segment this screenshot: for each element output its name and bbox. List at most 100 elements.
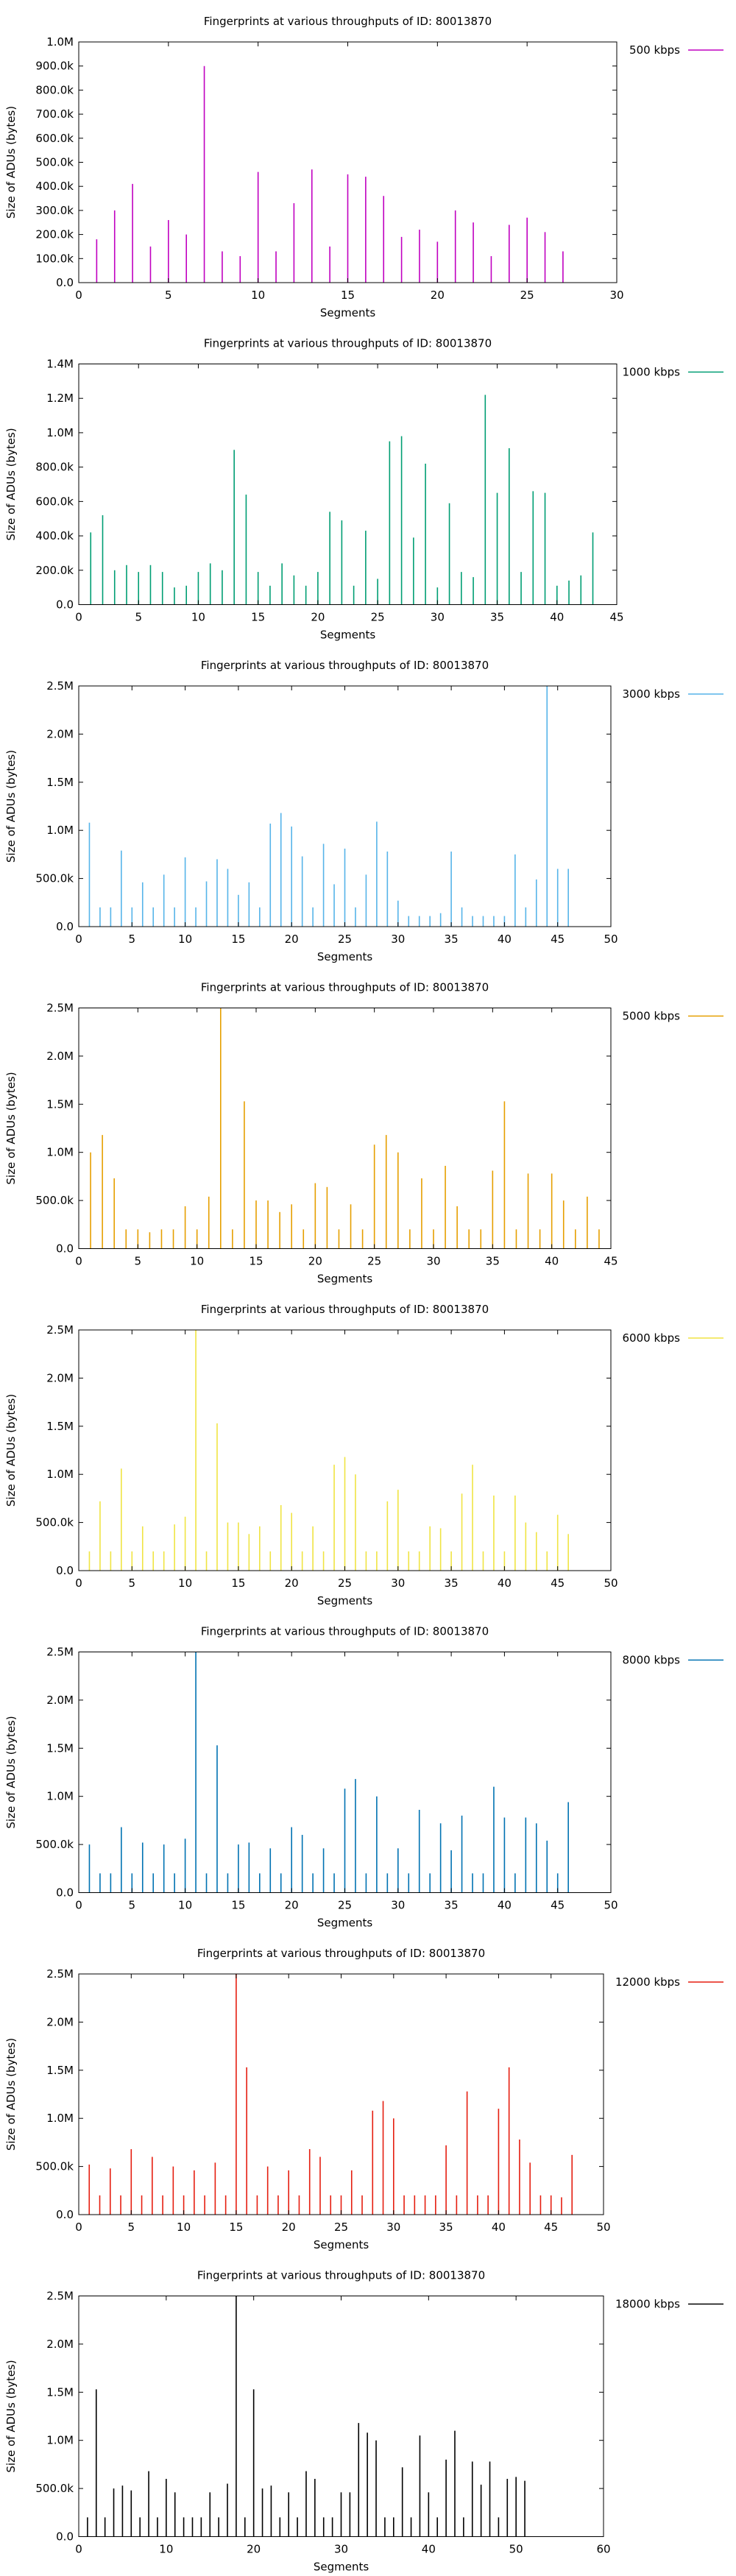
x-tick-label-8: 40 (498, 1577, 512, 1590)
legend-label: 3000 kbps (623, 687, 681, 701)
x-tick-label-7: 35 (445, 933, 459, 946)
x-tick-label-0: 0 (75, 1577, 82, 1590)
x-tick-label-0: 0 (75, 2221, 82, 2234)
y-tick-label-0: 0.0 (56, 276, 74, 289)
x-tick-label-8: 40 (492, 2221, 506, 2234)
chart-5: Fingerprints at various throughputs of I… (4, 1625, 723, 1930)
y-tick-label-4: 2.0M (46, 1694, 74, 1707)
x-tick-label-5: 25 (338, 1577, 352, 1590)
x-tick-label-5: 25 (371, 611, 385, 624)
y-tick-label-1: 200.0k (35, 564, 74, 577)
x-tick-label-6: 30 (426, 1255, 440, 1268)
chart-title: Fingerprints at various throughputs of I… (201, 1625, 489, 1638)
x-tick-label-4: 20 (431, 289, 445, 302)
y-tick-label-1: 100.0k (35, 252, 74, 265)
x-tick-label-8: 40 (545, 1255, 559, 1268)
y-axis-label: Size of ADUs (bytes) (4, 1394, 18, 1507)
legend-label: 1000 kbps (623, 366, 681, 379)
y-tick-label-3: 1.5M (46, 2064, 74, 2077)
x-tick-label-10: 50 (596, 2221, 610, 2234)
x-tick-label-4: 20 (285, 933, 299, 946)
chart-title: Fingerprints at various throughputs of I… (197, 1947, 485, 1960)
x-tick-label-1: 5 (165, 289, 172, 302)
x-tick-label-4: 20 (311, 611, 325, 624)
y-tick-label-9: 900.0k (35, 60, 74, 73)
x-tick-label-0: 0 (75, 611, 82, 624)
x-tick-label-8: 40 (498, 1899, 512, 1912)
x-tick-label-2: 10 (251, 289, 265, 302)
legend-label: 8000 kbps (623, 1654, 681, 1667)
x-tick-label-9: 45 (604, 1255, 618, 1268)
x-tick-label-0: 0 (75, 933, 82, 946)
y-tick-label-4: 400.0k (35, 180, 74, 193)
y-tick-label-10: 1.0M (46, 35, 74, 49)
y-tick-label-0: 0.0 (56, 2530, 74, 2544)
y-tick-label-3: 1.5M (46, 776, 74, 789)
chart-title: Fingerprints at various throughputs of I… (201, 659, 489, 672)
x-tick-label-4: 20 (285, 1899, 299, 1912)
x-axis-label: Segments (317, 1273, 373, 1286)
x-tick-label-9: 45 (544, 2221, 558, 2234)
y-axis-label: Size of ADUs (bytes) (4, 2038, 18, 2151)
y-tick-label-5: 2.5M (46, 2290, 74, 2303)
y-axis-label: Size of ADUs (bytes) (4, 1072, 18, 1184)
plot-frame (78, 364, 618, 605)
y-tick-label-5: 500.0k (35, 156, 74, 169)
y-tick-label-5: 2.5M (46, 1002, 74, 1015)
x-tick-label-3: 15 (341, 289, 355, 302)
x-tick-label-6: 30 (391, 1899, 405, 1912)
y-axis-label: Size of ADUs (bytes) (4, 428, 18, 540)
x-tick-label-3: 15 (231, 933, 245, 946)
x-tick-label-1: 5 (129, 1899, 136, 1912)
legend-label: 500 kbps (629, 43, 680, 57)
x-tick-label-7: 35 (486, 1255, 500, 1268)
legend-label: 12000 kbps (615, 1975, 680, 1989)
y-tick-label-3: 1.5M (46, 1420, 74, 1433)
y-tick-label-0: 0.0 (56, 598, 74, 612)
legend-label: 18000 kbps (615, 2298, 680, 2311)
x-tick-label-5: 25 (338, 933, 352, 946)
x-tick-label-3: 15 (231, 1577, 245, 1590)
x-tick-label-7: 35 (445, 1577, 459, 1590)
legend-label: 5000 kbps (623, 1010, 681, 1023)
chart-title: Fingerprints at various throughputs of I… (197, 2269, 485, 2282)
y-tick-label-6: 600.0k (35, 132, 74, 145)
x-tick-label-3: 15 (251, 611, 265, 624)
y-tick-label-2: 400.0k (35, 529, 74, 542)
y-tick-label-1: 500.0k (35, 1516, 74, 1529)
x-tick-label-4: 40 (422, 2543, 436, 2556)
x-tick-label-2: 20 (247, 2543, 261, 2556)
x-tick-label-3: 15 (249, 1255, 263, 1268)
chart-7: Fingerprints at various throughputs of I… (4, 2269, 723, 2574)
y-tick-label-3: 600.0k (35, 495, 74, 508)
x-tick-label-10: 50 (604, 1899, 618, 1912)
chart-4: Fingerprints at various throughputs of I… (4, 1303, 723, 1607)
y-tick-label-1: 500.0k (35, 2482, 74, 2495)
plot-frame (78, 1973, 604, 2215)
x-tick-label-6: 30 (609, 289, 623, 302)
x-tick-label-1: 5 (135, 611, 142, 624)
chart-0: Fingerprints at various throughputs of I… (4, 15, 723, 319)
y-tick-label-1: 500.0k (35, 872, 74, 885)
chart-title: Fingerprints at various throughputs of I… (201, 981, 489, 994)
x-tick-label-9: 45 (551, 1899, 565, 1912)
y-tick-label-5: 2.5M (46, 1646, 74, 1659)
x-axis-label: Segments (317, 1917, 373, 1930)
y-tick-label-1: 500.0k (35, 2160, 74, 2173)
y-tick-label-4: 2.0M (46, 727, 74, 740)
x-tick-label-3: 15 (231, 1899, 245, 1912)
y-tick-label-4: 2.0M (46, 2338, 74, 2351)
x-tick-label-6: 30 (386, 2221, 400, 2234)
x-tick-label-1: 5 (129, 933, 136, 946)
x-tick-label-2: 10 (178, 1577, 192, 1590)
y-tick-label-2: 1.0M (46, 1146, 74, 1159)
x-tick-label-3: 30 (334, 2543, 348, 2556)
x-tick-label-0: 0 (75, 2543, 82, 2556)
x-tick-label-2: 10 (178, 1899, 192, 1912)
plot-frame (78, 1008, 612, 1249)
y-tick-label-7: 700.0k (35, 107, 74, 121)
y-tick-label-5: 2.5M (46, 679, 74, 693)
x-tick-label-2: 10 (191, 611, 205, 624)
x-tick-label-5: 25 (520, 289, 534, 302)
